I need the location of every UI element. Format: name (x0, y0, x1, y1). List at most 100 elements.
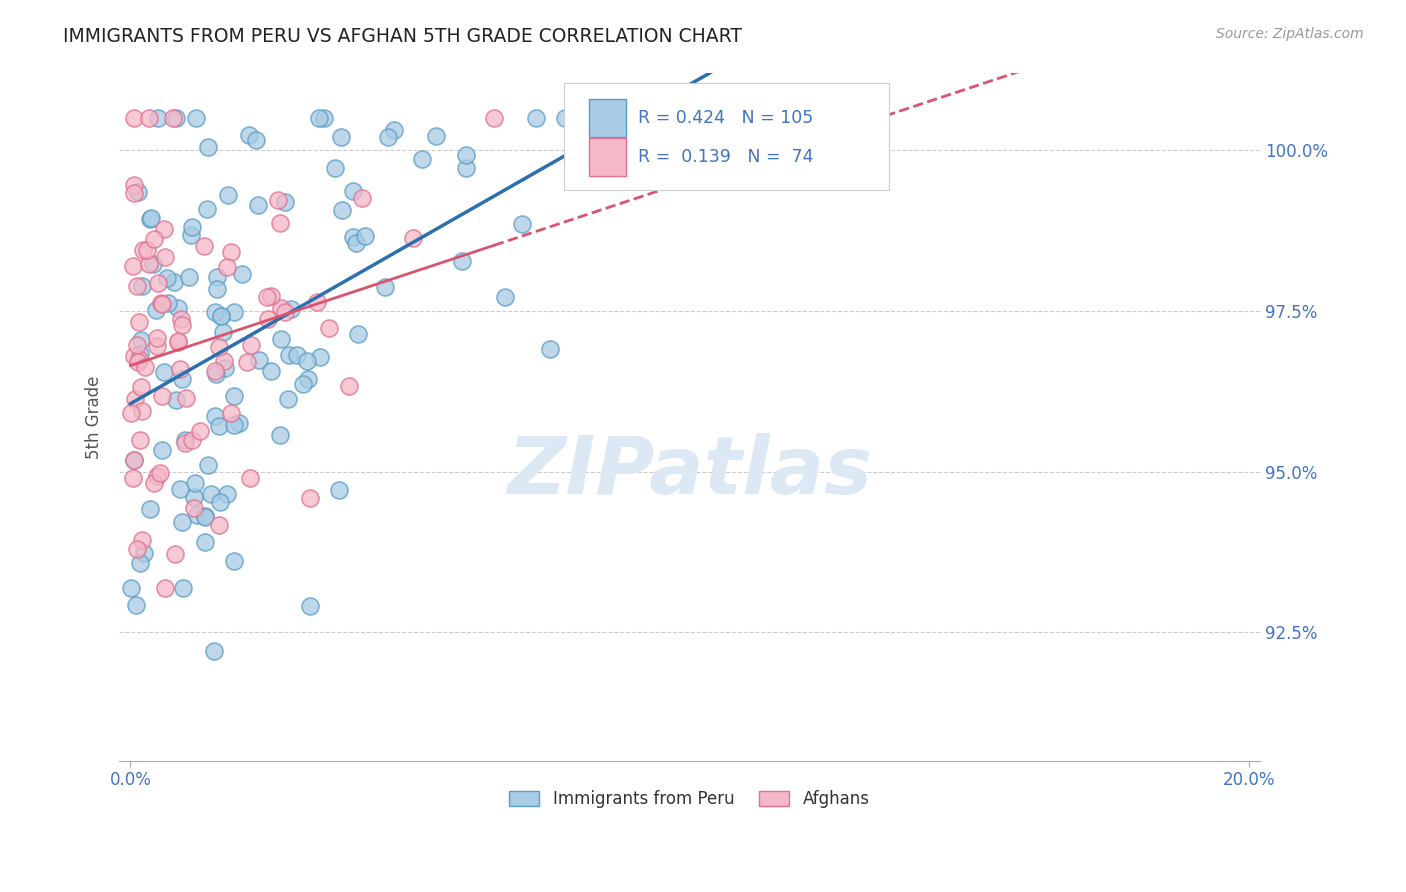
Point (194, 509, 217, 524)
Point (129, 333, 152, 347)
Point (217, 188, 239, 202)
Text: IMMIGRANTS FROM PERU VS AFGHAN 5TH GRADE CORRELATION CHART: IMMIGRANTS FROM PERU VS AFGHAN 5TH GRADE… (63, 27, 742, 45)
Point (153, 365, 176, 379)
Point (377, 129, 399, 144)
Point (152, 442, 174, 457)
Point (231, 267, 253, 281)
Point (342, 230, 364, 244)
Point (169, 483, 191, 497)
Point (146, 276, 169, 290)
Point (194, 508, 217, 523)
Point (202, 643, 225, 657)
Point (374, 280, 396, 294)
Point (247, 353, 270, 368)
Point (150, 297, 173, 311)
Point (217, 487, 239, 501)
Point (128, 351, 150, 366)
Point (217, 260, 239, 274)
Point (297, 372, 319, 386)
Point (235, 355, 257, 369)
Point (121, 260, 143, 274)
Point (197, 458, 219, 473)
Point (128, 315, 150, 329)
Point (240, 337, 263, 351)
Point (214, 360, 236, 375)
Point (209, 309, 232, 323)
Point (337, 379, 360, 393)
Point (124, 349, 146, 363)
Point (170, 372, 193, 386)
Point (135, 243, 157, 257)
Point (353, 229, 375, 244)
Point (170, 312, 193, 326)
Point (204, 304, 226, 318)
Point (382, 123, 405, 137)
Point (122, 186, 145, 200)
Point (239, 471, 262, 485)
Point (278, 348, 301, 362)
FancyBboxPatch shape (589, 138, 626, 176)
Point (122, 178, 145, 192)
Point (150, 389, 173, 403)
Point (122, 111, 145, 125)
Point (207, 269, 229, 284)
Point (221, 245, 243, 260)
Point (292, 377, 315, 392)
Point (120, 406, 142, 420)
Point (214, 354, 236, 368)
Point (208, 518, 231, 533)
Point (200, 486, 222, 500)
Point (172, 318, 194, 332)
Point (125, 542, 148, 557)
Point (129, 556, 152, 570)
Point (298, 491, 321, 505)
Point (131, 533, 153, 547)
FancyBboxPatch shape (564, 83, 889, 190)
Point (129, 433, 152, 447)
Point (138, 111, 160, 125)
Point (139, 211, 162, 226)
Point (222, 304, 245, 318)
Point (219, 406, 242, 420)
Point (224, 554, 246, 568)
Point (172, 515, 194, 529)
Point (125, 598, 148, 612)
Point (174, 434, 197, 448)
Point (131, 279, 153, 293)
Point (166, 334, 188, 348)
Point (208, 494, 231, 508)
Point (270, 301, 292, 316)
Point (402, 231, 425, 245)
Point (149, 296, 172, 310)
Point (163, 275, 186, 289)
Point (411, 152, 433, 166)
Point (247, 198, 270, 212)
Point (131, 404, 153, 418)
Point (204, 409, 226, 424)
Point (207, 419, 229, 434)
Point (538, 342, 561, 356)
Point (146, 469, 169, 483)
Text: R =  0.139   N =  74: R = 0.139 N = 74 (638, 148, 814, 166)
Point (162, 111, 184, 125)
Point (456, 161, 478, 176)
Point (295, 354, 318, 368)
Point (245, 133, 267, 147)
Point (197, 140, 219, 154)
Point (143, 475, 166, 490)
Point (127, 278, 149, 293)
Point (184, 476, 207, 491)
Point (222, 389, 245, 403)
Text: Source: ZipAtlas.com: Source: ZipAtlas.com (1216, 27, 1364, 41)
Point (183, 490, 205, 504)
Point (167, 334, 190, 349)
Point (156, 296, 179, 310)
Point (131, 243, 153, 257)
Text: ZIPatlas: ZIPatlas (508, 434, 872, 511)
Point (273, 305, 295, 319)
Point (148, 111, 170, 125)
Point (134, 359, 156, 374)
Point (156, 271, 179, 285)
Point (193, 239, 215, 253)
Point (174, 435, 197, 450)
